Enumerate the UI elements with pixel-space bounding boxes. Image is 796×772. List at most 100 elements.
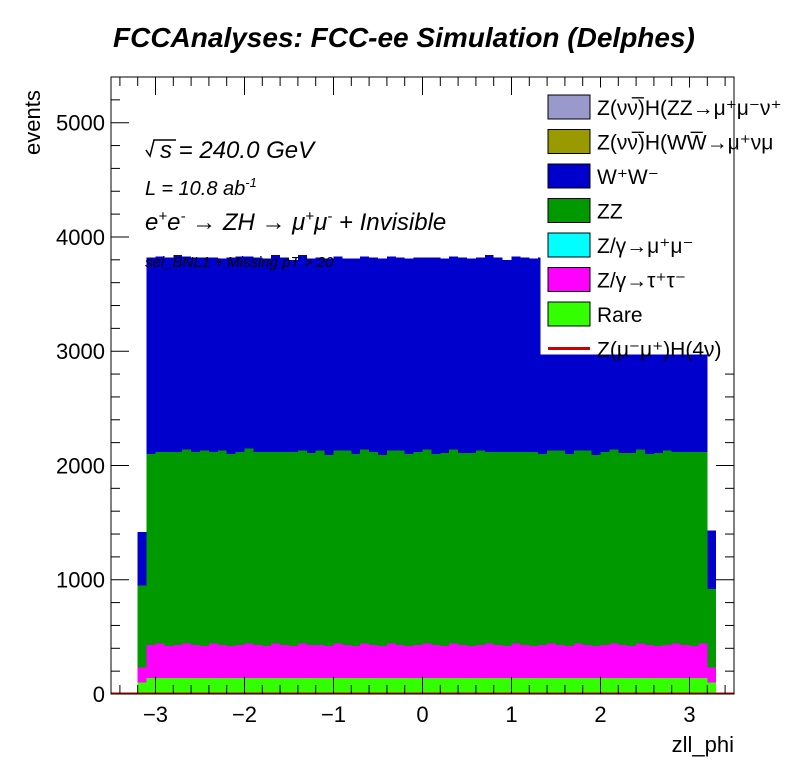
bar-zz-36 xyxy=(431,454,441,645)
bar-z-45 xyxy=(511,643,521,679)
legend-swatch xyxy=(547,198,591,223)
y-tick-label: 4000 xyxy=(56,225,105,250)
bar-zz-65 xyxy=(689,451,699,647)
bar-z-8 xyxy=(182,643,192,679)
bar-ww-8 xyxy=(182,256,192,450)
legend-label: Z/γ→τ⁺τ⁻ xyxy=(597,270,686,293)
bar-rare-20 xyxy=(289,678,298,694)
bar-zz-51 xyxy=(564,454,574,647)
process-e2: e xyxy=(167,209,180,236)
bar-rare-46 xyxy=(520,678,530,694)
bar-ww-58 xyxy=(627,258,637,453)
legend-swatch xyxy=(547,301,591,327)
bar-zz-14 xyxy=(235,451,245,645)
x-tick-label: 1 xyxy=(505,702,517,727)
bar-zz-57 xyxy=(618,452,628,645)
bar-zz-63 xyxy=(671,451,681,644)
bar-z-56 xyxy=(609,643,619,679)
bar-zz-27 xyxy=(351,454,361,647)
chart-title: FCCAnalyses: FCC-ee Simulation (Delphes) xyxy=(113,22,695,53)
bar-ww-7 xyxy=(173,255,183,452)
bar-z-31 xyxy=(386,643,396,679)
bar-z-35 xyxy=(422,643,432,679)
bar-rare-21 xyxy=(297,678,307,694)
bar-zz-13 xyxy=(226,454,236,647)
legend-label: Rare xyxy=(597,304,643,327)
legend-swatch xyxy=(547,232,591,258)
bar-rare-10 xyxy=(200,678,209,694)
bar-rare-65 xyxy=(689,678,699,694)
bar-ww-36 xyxy=(431,257,441,455)
bar-z-60 xyxy=(645,644,654,679)
annotation-sqrt-s-text: s xyxy=(160,137,172,164)
bar-rare-5 xyxy=(155,678,165,694)
legend-label: Z(νν̅)H(ZZ→μ⁺μ⁻ν⁺ xyxy=(597,97,782,120)
x-tick-label: 3 xyxy=(683,702,695,727)
bar-zz-48 xyxy=(538,454,548,645)
bar-zz-29 xyxy=(369,451,378,645)
bar-rare-60 xyxy=(645,678,654,694)
bar-rare-7 xyxy=(173,678,183,694)
bar-ww-47 xyxy=(529,258,539,452)
bar-ww-11 xyxy=(208,257,218,452)
bar-rare-41 xyxy=(475,678,485,694)
bar-zz-17 xyxy=(262,451,272,647)
bar-z-14 xyxy=(235,644,245,679)
bar-z-34 xyxy=(413,644,423,679)
bar-rare-34 xyxy=(413,678,423,694)
bar-ww-41 xyxy=(475,257,485,451)
bar-ww-6 xyxy=(164,257,174,452)
x-tick-label: 0 xyxy=(416,702,428,727)
bar-z-3 xyxy=(137,667,147,683)
bar-zz-37 xyxy=(440,452,450,647)
bar-z-59 xyxy=(636,643,645,679)
y-tick-label: 3000 xyxy=(56,339,105,364)
bar-rare-54 xyxy=(591,678,601,694)
bar-ww-25 xyxy=(333,256,343,451)
bar-zz-31 xyxy=(386,450,396,644)
annotation-energy: = 240.0 GeV xyxy=(172,137,316,164)
x-tick-label: −2 xyxy=(232,702,257,727)
bar-ww-42 xyxy=(484,255,494,452)
bar-rare-26 xyxy=(342,678,352,694)
bar-zz-52 xyxy=(573,450,583,644)
bar-ww-24 xyxy=(324,258,334,456)
bar-zz-44 xyxy=(502,451,512,647)
legend-label: Z(μ⁻μ⁺)H(4ν) xyxy=(597,339,722,362)
bar-ww-19 xyxy=(280,257,289,452)
bar-z-22 xyxy=(306,644,316,679)
y-tick-label: 1000 xyxy=(56,568,105,593)
bar-z-15 xyxy=(244,643,254,679)
bar-z-65 xyxy=(689,646,699,678)
bar-ww-23 xyxy=(315,257,325,451)
bar-rare-11 xyxy=(208,678,218,694)
bar-rare-59 xyxy=(636,678,645,694)
bar-ww-3 xyxy=(137,531,147,586)
bar-z-40 xyxy=(467,646,476,678)
bar-zz-26 xyxy=(342,450,352,645)
bar-zz-64 xyxy=(680,451,690,645)
bar-ww-63 xyxy=(671,257,681,452)
bar-rare-39 xyxy=(458,678,467,694)
bar-ww-9 xyxy=(191,257,200,452)
legend-label: Z(νν̅)H(WW̅→μ⁺νμ xyxy=(597,132,773,155)
bar-z-47 xyxy=(529,646,539,678)
bar-z-39 xyxy=(458,644,467,679)
bar-zz-3 xyxy=(137,585,147,668)
bar-z-63 xyxy=(671,643,681,679)
bar-zz-39 xyxy=(458,452,467,645)
bar-ww-15 xyxy=(244,256,254,449)
bar-zz-42 xyxy=(484,451,494,644)
bar-rare-51 xyxy=(564,678,574,694)
bar-ww-35 xyxy=(422,257,432,450)
legend-swatch xyxy=(547,267,591,292)
bar-rare-64 xyxy=(680,678,690,694)
bar-rare-25 xyxy=(333,678,343,694)
bar-rare-48 xyxy=(538,678,548,694)
bar-z-30 xyxy=(378,646,387,678)
annotation-process: e+e- → ZH → μ+μ- + Invisible xyxy=(145,208,446,236)
x-axis-label: zll_phi xyxy=(672,732,734,757)
bar-z-11 xyxy=(208,643,218,679)
bar-ww-33 xyxy=(404,258,414,455)
bar-z-33 xyxy=(404,646,414,678)
